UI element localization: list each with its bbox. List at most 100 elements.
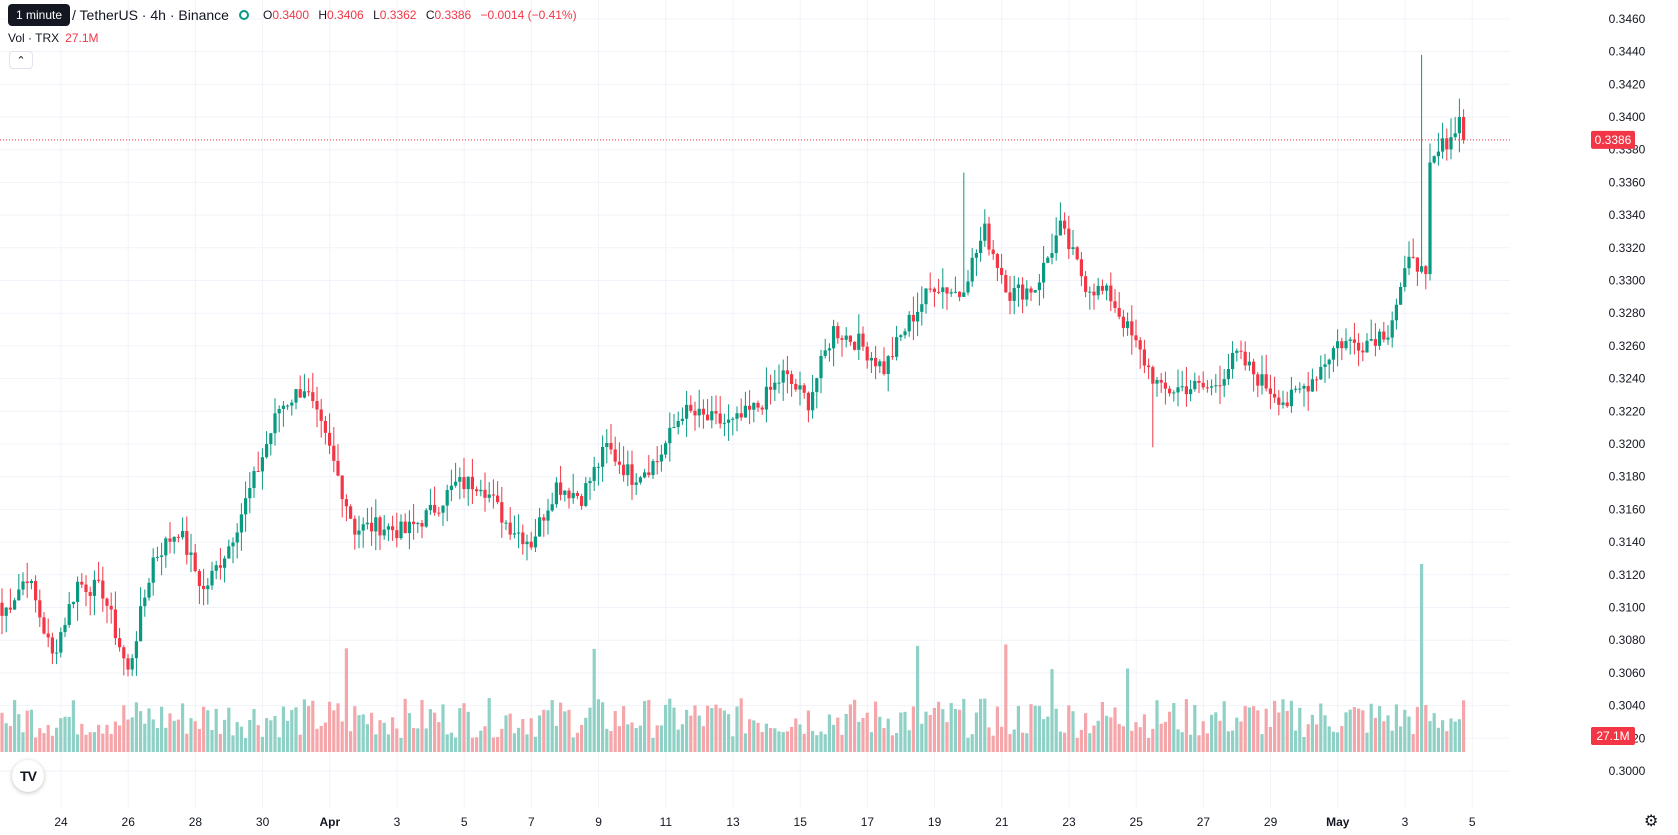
- candle-body: [1033, 290, 1037, 293]
- volume-bar: [441, 704, 445, 752]
- collapse-legend-button[interactable]: ⌃: [9, 51, 33, 69]
- candle-body: [508, 522, 512, 535]
- volume-bar: [819, 731, 823, 752]
- candle-body: [659, 454, 663, 462]
- volume-bar: [298, 734, 302, 752]
- tradingview-logo[interactable]: TV: [12, 760, 44, 792]
- volume-bar: [798, 724, 802, 752]
- candle-body: [962, 292, 966, 297]
- candle-body: [71, 601, 75, 605]
- volume-bar: [17, 714, 21, 752]
- volume-bar: [907, 730, 911, 752]
- volume-bar: [155, 727, 159, 752]
- volume-bar: [760, 732, 764, 752]
- volume-bar: [865, 712, 869, 752]
- volume-bar: [1113, 707, 1117, 752]
- close-value: 0.3386: [434, 8, 472, 22]
- volume-bar: [542, 709, 546, 752]
- candle-body: [890, 356, 894, 358]
- volume-bar: [861, 717, 865, 752]
- candle-body: [92, 579, 96, 596]
- candle-body: [328, 432, 332, 446]
- candle-body: [1096, 285, 1100, 296]
- candle-body: [302, 391, 306, 398]
- candle-body: [567, 490, 571, 499]
- volume-bar: [512, 733, 516, 752]
- candle-body: [638, 477, 642, 483]
- candle-body: [802, 385, 806, 393]
- volume-bar: [517, 727, 521, 752]
- volume-bar: [273, 716, 277, 752]
- candle-body: [542, 517, 546, 521]
- candle-body: [1172, 392, 1176, 394]
- candle-body: [424, 510, 428, 527]
- candle-body: [1134, 335, 1138, 341]
- volume-bar: [357, 715, 361, 752]
- volume-label: Vol · TRX: [8, 31, 60, 45]
- volume-bar: [214, 708, 218, 752]
- volume-bar: [659, 725, 663, 752]
- candle-body: [634, 482, 638, 485]
- candle-body: [743, 405, 747, 418]
- volume-bar: [903, 711, 907, 752]
- candle-body: [1226, 369, 1230, 380]
- symbol-title[interactable]: / TetherUS · 4h · Binance: [72, 7, 229, 23]
- candle-body: [664, 443, 668, 455]
- volume-bar: [1277, 712, 1281, 752]
- volume-bar: [1252, 706, 1256, 752]
- volume-legend[interactable]: Vol · TRX 27.1M: [8, 31, 99, 45]
- last-price-label: 0.3386: [1595, 133, 1632, 147]
- candle-body: [218, 565, 222, 568]
- volume-bar: [92, 732, 96, 752]
- volume-bar: [1218, 720, 1222, 752]
- candle-body: [941, 287, 945, 293]
- candle-body: [1109, 285, 1113, 302]
- interval-tooltip: 1 minute: [8, 4, 71, 26]
- volume-bar: [1424, 705, 1428, 752]
- volume-bar: [239, 726, 243, 752]
- volume-bar: [953, 708, 957, 752]
- candle-body: [235, 532, 239, 543]
- candle-body: [878, 361, 882, 367]
- market-status-icon[interactable]: [238, 10, 249, 20]
- candle-body: [252, 471, 256, 488]
- volume-bar: [664, 704, 668, 752]
- candle-body: [626, 464, 630, 476]
- candle-body: [617, 461, 621, 465]
- volume-bar: [500, 728, 504, 752]
- volume-bar: [521, 719, 525, 752]
- volume-bar: [1205, 733, 1209, 752]
- candle-body: [193, 552, 197, 572]
- volume-bar: [785, 731, 789, 752]
- volume-bar: [374, 734, 378, 752]
- volume-bar: [286, 720, 290, 752]
- volume-bar: [1239, 721, 1243, 752]
- candle-body: [1399, 286, 1403, 305]
- volume-bar: [1298, 707, 1302, 752]
- volume-bar: [332, 710, 336, 752]
- volume-bar: [878, 716, 882, 752]
- volume-bar: [605, 728, 609, 752]
- volume-bar: [1096, 720, 1100, 752]
- candle-body: [496, 495, 500, 503]
- candle-body: [1092, 291, 1096, 296]
- candle-body: [214, 565, 218, 571]
- volume-bar: [1117, 723, 1121, 752]
- volume-bar: [164, 727, 168, 752]
- price-tick-label: 0.3180: [1609, 470, 1646, 484]
- volume-bar: [311, 700, 315, 752]
- candle-body: [1382, 331, 1386, 340]
- price-tick-label: 0.3220: [1609, 404, 1646, 418]
- volume-bar: [676, 729, 680, 752]
- candle-body: [1138, 340, 1142, 350]
- candle-body: [412, 521, 416, 525]
- volume-bar: [491, 737, 495, 752]
- candle-body: [823, 350, 827, 356]
- volume-bar: [1256, 710, 1260, 752]
- volume-bar: [399, 737, 403, 752]
- candle-body: [113, 609, 117, 639]
- candle-body: [265, 444, 269, 458]
- volume-bar: [248, 719, 252, 752]
- gear-icon[interactable]: ⚙: [1644, 813, 1659, 830]
